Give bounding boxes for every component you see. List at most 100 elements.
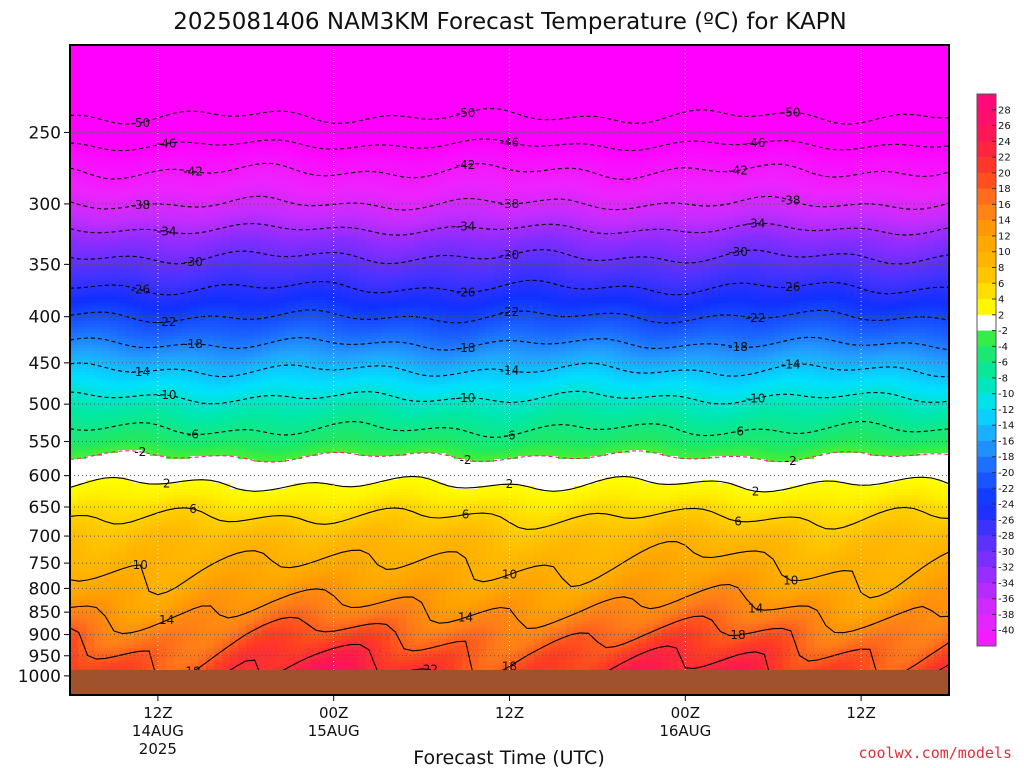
heat-cell [206, 552, 215, 556]
heat-cell [158, 369, 167, 373]
heat-cell [238, 567, 247, 571]
heat-cell [214, 498, 223, 502]
heat-cell [198, 69, 207, 73]
heat-cell [110, 510, 119, 514]
heat-cell [190, 639, 199, 643]
heat-cell [158, 612, 167, 616]
heat-cell [246, 243, 255, 247]
heat-cell [246, 72, 255, 76]
heat-cell [182, 504, 191, 508]
heat-cell [78, 48, 87, 52]
heat-cell [142, 132, 151, 136]
heat-cell [190, 69, 199, 73]
heat-cell [150, 201, 159, 205]
heat-cell [94, 540, 103, 544]
heat-cell [142, 153, 151, 157]
heat-cell [86, 342, 95, 346]
heat-cell [94, 408, 103, 412]
heat-cell [246, 414, 255, 418]
heat-cell [222, 546, 231, 550]
heat-cell [126, 285, 135, 289]
heat-cell [102, 135, 111, 139]
heat-cell [134, 621, 143, 625]
heat-cell [110, 363, 119, 367]
heat-cell [78, 564, 87, 568]
heat-cell [126, 186, 135, 190]
heat-cell [182, 258, 191, 262]
heat-cell [134, 111, 143, 115]
heat-cell [142, 606, 151, 610]
heat-cell [230, 129, 239, 133]
heat-cell [246, 600, 255, 604]
heat-cell [206, 537, 215, 541]
heat-cell [182, 93, 191, 97]
heat-cell [94, 60, 103, 64]
heat-cell [222, 603, 231, 607]
heat-cell [94, 456, 103, 460]
heat-cell [158, 318, 167, 322]
heat-cell [182, 576, 191, 580]
heat-cell [182, 384, 191, 388]
heat-cell [198, 186, 207, 190]
heat-cell [150, 648, 159, 652]
heat-cell [182, 270, 191, 274]
heat-cell [190, 75, 199, 79]
heat-cell [222, 45, 231, 49]
heat-cell [166, 399, 175, 403]
heat-cell [158, 516, 167, 520]
heat-cell [102, 642, 111, 646]
heat-cell [182, 438, 191, 442]
heat-cell [142, 309, 151, 313]
heat-cell [182, 546, 191, 550]
heat-cell [86, 387, 95, 391]
heat-cell [246, 231, 255, 235]
heat-cell [166, 345, 175, 349]
heat-cell [214, 153, 223, 157]
heat-cell [110, 327, 119, 331]
heat-cell [86, 177, 95, 181]
heat-cell [198, 288, 207, 292]
heat-cell [142, 591, 151, 595]
heat-cell [126, 348, 135, 352]
heat-cell [126, 294, 135, 298]
heat-cell [126, 426, 135, 430]
heat-cell [150, 72, 159, 76]
heat-cell [238, 651, 247, 655]
heat-cell [246, 567, 255, 571]
heat-cell [246, 327, 255, 331]
heat-cell [182, 204, 191, 208]
heat-cell [222, 447, 231, 451]
heat-cell [238, 360, 247, 364]
heat-cell [94, 555, 103, 559]
heat-cell [158, 222, 167, 226]
heat-cell [222, 105, 231, 109]
heat-cell [222, 246, 231, 250]
heat-cell [142, 504, 151, 508]
heat-cell [126, 174, 135, 178]
heat-cell [206, 453, 215, 457]
heat-cell [118, 216, 127, 220]
heat-cell [110, 138, 119, 142]
heat-cell [246, 477, 255, 481]
heat-cell [110, 150, 119, 154]
heat-cell [118, 585, 127, 589]
heat-cell [214, 624, 223, 628]
heat-cell [94, 336, 103, 340]
heat-cell [94, 276, 103, 280]
heat-cell [166, 171, 175, 175]
heat-cell [182, 45, 191, 49]
heat-cell [230, 225, 239, 229]
heat-cell [246, 87, 255, 91]
heat-cell [78, 138, 87, 142]
heat-cell [78, 276, 87, 280]
heat-cell [174, 354, 183, 358]
heat-cell [214, 327, 223, 331]
heat-cell [214, 411, 223, 415]
heat-cell [166, 132, 175, 136]
heat-cell [86, 327, 95, 331]
heat-cell [214, 261, 223, 265]
heat-cell [246, 213, 255, 217]
heat-cell [86, 630, 95, 634]
heat-cell [214, 645, 223, 649]
chart-title: 2025081406 NAM3KM Forecast Temperature (… [173, 9, 847, 35]
